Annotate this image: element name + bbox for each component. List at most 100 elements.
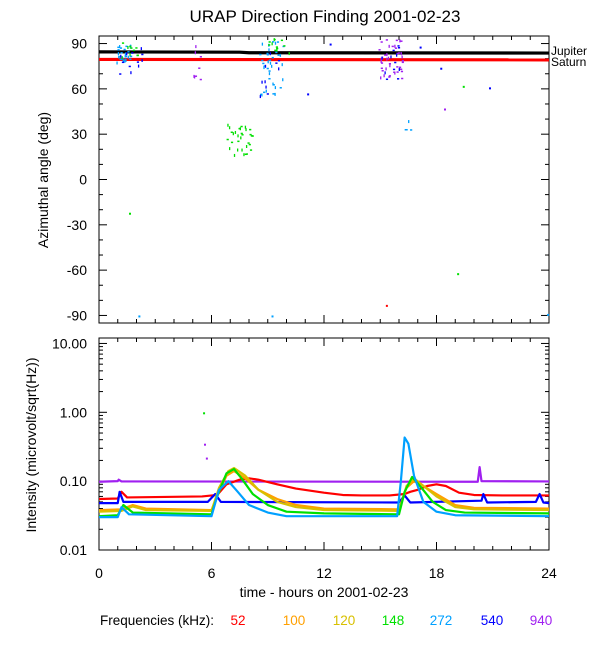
data-point-148khz: [129, 53, 131, 57]
data-point-540khz: [131, 52, 134, 54]
data-point-148khz: [232, 132, 234, 136]
data-point-940khz: [399, 39, 401, 43]
time-x-axis-label: time - hours on 2001-02-23: [240, 584, 409, 600]
data-point-272khz: [272, 41, 275, 43]
data-point-940khz: [386, 53, 388, 57]
data-point-148khz: [228, 126, 231, 130]
data-point-272khz: [119, 47, 123, 49]
data-point-540khz: [419, 46, 422, 49]
data-point-940khz: [198, 67, 201, 69]
y-tick-label: -60: [67, 262, 87, 278]
data-point-540khz: [130, 71, 132, 75]
data-point-272khz: [124, 54, 126, 58]
y-tick-label: 60: [71, 81, 87, 97]
data-point-148khz: [276, 48, 278, 52]
x-tick-label: 24: [541, 565, 557, 581]
data-point-148khz: [241, 148, 243, 152]
x-tick-label: 18: [429, 565, 445, 581]
data-point-940khz: [380, 57, 383, 61]
data-point-272khz: [408, 120, 410, 124]
data-point-272khz: [117, 46, 120, 49]
data-point-540khz: [136, 61, 140, 63]
data-point-940khz: [387, 56, 390, 60]
data-point-940khz: [380, 62, 384, 64]
data-point-148khz: [127, 45, 129, 49]
y-tick-label: -30: [67, 217, 87, 233]
data-point-272khz: [281, 63, 283, 67]
data-point-148khz: [249, 128, 252, 131]
data-point-148khz: [268, 44, 271, 46]
data-point-940khz: [396, 71, 399, 73]
data-point-940khz: [400, 40, 403, 42]
data-point-272khz: [259, 53, 262, 56]
data-point-272khz: [123, 48, 126, 51]
data-point-148khz: [274, 49, 277, 52]
data-point-940khz: [395, 39, 398, 42]
data-point-148khz: [457, 273, 460, 276]
y-tick-label: -90: [67, 307, 87, 323]
data-point-272khz: [120, 52, 123, 54]
data-point-272khz: [272, 84, 275, 86]
data-point-272khz: [119, 45, 121, 49]
data-point-940khz: [396, 66, 399, 68]
data-point-52khz: [385, 304, 388, 307]
data-point-272khz: [125, 45, 128, 48]
reference-label-jupiter: Jupiter: [551, 44, 587, 58]
intensity-axes: 10.00 1.00 0.10 0.01 0 6 12 18 24: [52, 335, 557, 581]
data-point-148khz: [244, 125, 247, 129]
y-tick-label: 0: [79, 172, 87, 188]
data-point-540khz: [397, 45, 400, 47]
data-point-148khz: [230, 141, 234, 144]
data-point-940khz: [385, 39, 388, 41]
data-point-272khz: [129, 58, 132, 61]
data-point-272khz: [274, 86, 277, 90]
data-point-940khz: [195, 45, 197, 49]
data-point-940khz: [386, 57, 388, 61]
frequency-legend-label: Frequencies (kHz):: [100, 613, 214, 628]
data-point-540khz: [397, 78, 400, 80]
y-tick-label: 10.00: [52, 335, 87, 351]
data-point-272khz: [267, 60, 269, 64]
data-point-272khz: [271, 56, 274, 59]
data-point-148khz: [233, 153, 236, 157]
data-point-272khz: [124, 60, 127, 62]
data-point-148khz: [234, 130, 237, 134]
data-point-148khz: [240, 125, 243, 128]
data-point-940khz: [444, 108, 446, 111]
data-point-940khz: [199, 78, 202, 81]
spike-point-940khz: [205, 457, 208, 460]
data-point-940khz: [383, 74, 385, 78]
data-point-148khz: [236, 148, 239, 152]
data-point-540khz: [269, 52, 271, 56]
data-point-940khz: [380, 76, 382, 80]
frequency-legend-items: 52 100 120 148 272 540 940: [230, 613, 552, 628]
data-point-148khz: [130, 47, 133, 49]
data-point-272khz: [279, 53, 282, 57]
data-point-148khz: [245, 128, 247, 132]
data-point-148khz: [243, 153, 245, 157]
direction-finding-points: [116, 38, 550, 318]
series-line-120khz: [98, 466, 550, 513]
data-point-272khz: [266, 54, 269, 56]
data-point-272khz: [276, 41, 280, 43]
data-point-148khz: [132, 49, 136, 52]
series-line-52khz: [98, 477, 549, 501]
data-point-148khz: [271, 42, 273, 46]
data-point-940khz: [381, 70, 384, 72]
data-point-272khz: [265, 89, 267, 93]
data-point-540khz: [275, 62, 278, 64]
series-line-100khz: [98, 469, 550, 512]
frequency-legend: Frequencies (kHz): 52 100 120 148 272 540 940: [100, 613, 552, 628]
data-point-272khz: [117, 52, 120, 56]
data-point-148khz: [240, 136, 242, 140]
data-point-272khz: [277, 54, 280, 56]
data-point-540khz: [261, 80, 263, 84]
data-point-272khz: [268, 72, 271, 76]
x-tick-label: 6: [208, 565, 216, 581]
legend-item-272khz: 272: [430, 613, 453, 628]
data-point-148khz: [251, 135, 254, 137]
